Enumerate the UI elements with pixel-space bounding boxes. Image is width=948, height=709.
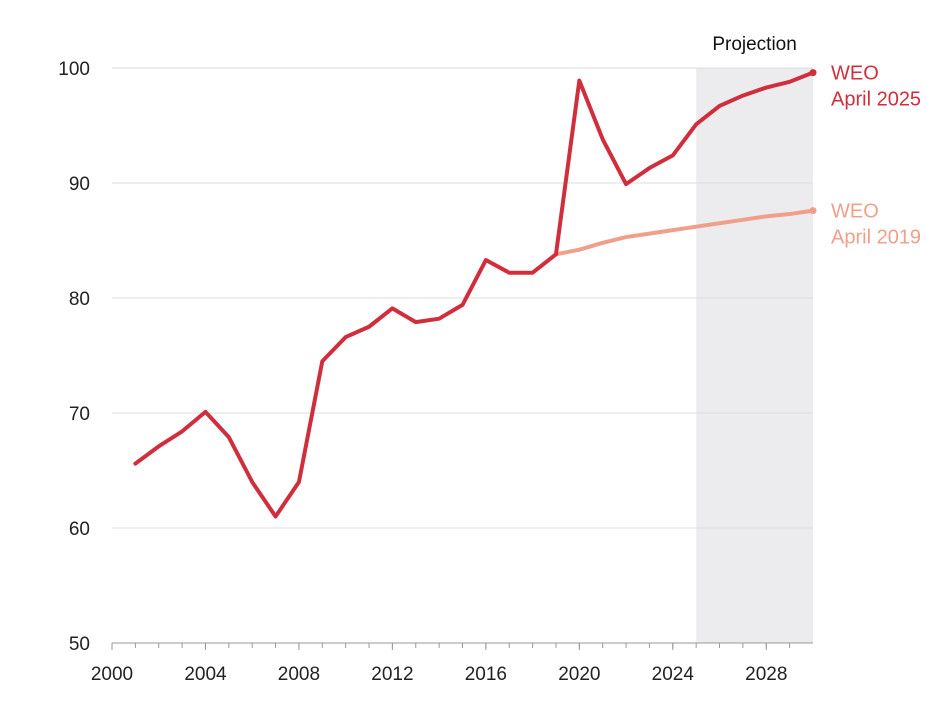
x-tick-label-2000: 2000	[91, 664, 133, 685]
series-label-weo-2025-line1: WEO	[831, 63, 879, 85]
x-tick-label-2004: 2004	[184, 664, 227, 685]
x-tick-label-2024: 2024	[652, 664, 695, 685]
series-label-weo-2019-line1: WEO	[831, 201, 879, 223]
y-axis-ticks: 50 60 70 80 90 100	[58, 59, 90, 655]
y-tick-label-100: 100	[58, 59, 90, 80]
projection-shade	[696, 68, 813, 643]
series-line-1	[553, 208, 815, 257]
y-tick-label-80: 80	[69, 289, 90, 310]
series-lines	[133, 69, 817, 519]
series-label-weo-2019-line2: April 2019	[831, 227, 921, 249]
series-line-0	[133, 70, 815, 519]
y-tick-label-90: 90	[69, 174, 90, 195]
series-end-point-0	[809, 69, 817, 77]
x-tick-label-2016: 2016	[465, 664, 507, 685]
y-tick-label-50: 50	[69, 634, 90, 655]
y-tick-label-60: 60	[69, 519, 90, 540]
x-tick-label-2012: 2012	[371, 664, 413, 685]
grid-lines	[112, 67, 813, 529]
x-tick-label-2020: 2020	[558, 664, 600, 685]
x-tick-label-2008: 2008	[278, 664, 320, 685]
series-labels: WEO April 2025 WEO April 2019	[831, 63, 921, 249]
series-label-weo-2025-line2: April 2025	[831, 89, 921, 111]
series-end-point-1	[809, 207, 817, 215]
x-tick-label-2028: 2028	[745, 664, 787, 685]
y-tick-label-70: 70	[69, 404, 90, 425]
x-axis-ticks: 2000 2004 2008 2012 2016 2020 2024 2028	[91, 643, 791, 685]
projection-label: Projection	[712, 34, 797, 55]
